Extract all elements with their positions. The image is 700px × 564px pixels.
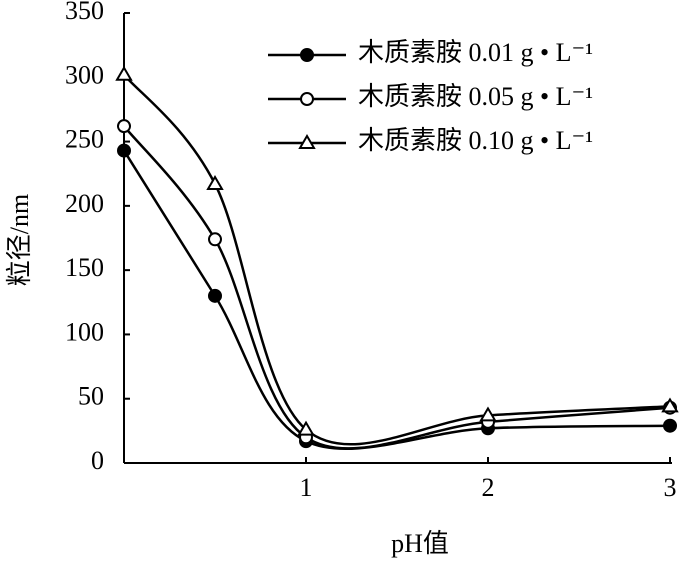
y-axis-label: 粒径/nm bbox=[5, 194, 34, 286]
legend-marker bbox=[300, 48, 314, 62]
legend-label: 木质素胺 0.01 g • L⁻¹ bbox=[358, 38, 593, 67]
legend-marker bbox=[298, 134, 316, 149]
y-tick-label: 0 bbox=[91, 446, 104, 475]
marker bbox=[661, 397, 679, 413]
y-tick-label: 300 bbox=[65, 60, 104, 89]
y-tick-label: 150 bbox=[65, 253, 104, 282]
y-tick-label: 350 bbox=[65, 0, 104, 25]
y-tick-label: 200 bbox=[65, 189, 104, 218]
x-tick-label: 1 bbox=[300, 473, 313, 502]
marker bbox=[206, 175, 224, 190]
marker bbox=[208, 232, 222, 247]
y-tick-label: 100 bbox=[65, 317, 104, 346]
marker bbox=[117, 143, 131, 158]
legend-label: 木质素胺 0.10 g • L⁻¹ bbox=[358, 126, 593, 155]
x-tick-label: 3 bbox=[664, 473, 677, 502]
marker bbox=[663, 418, 677, 433]
marker bbox=[208, 288, 222, 303]
marker bbox=[117, 119, 131, 134]
y-tick-label: 250 bbox=[65, 125, 104, 154]
marker bbox=[115, 65, 133, 81]
x-axis-label: pH值 bbox=[391, 529, 449, 558]
marker bbox=[297, 420, 315, 436]
x-tick-label: 2 bbox=[482, 473, 495, 502]
legend-marker bbox=[300, 92, 314, 106]
marker bbox=[479, 406, 497, 422]
series-line bbox=[123, 125, 671, 450]
y-tick-label: 50 bbox=[78, 382, 104, 411]
series-line bbox=[122, 149, 671, 450]
legend-label: 木质素胺 0.05 g • L⁻¹ bbox=[358, 82, 593, 111]
